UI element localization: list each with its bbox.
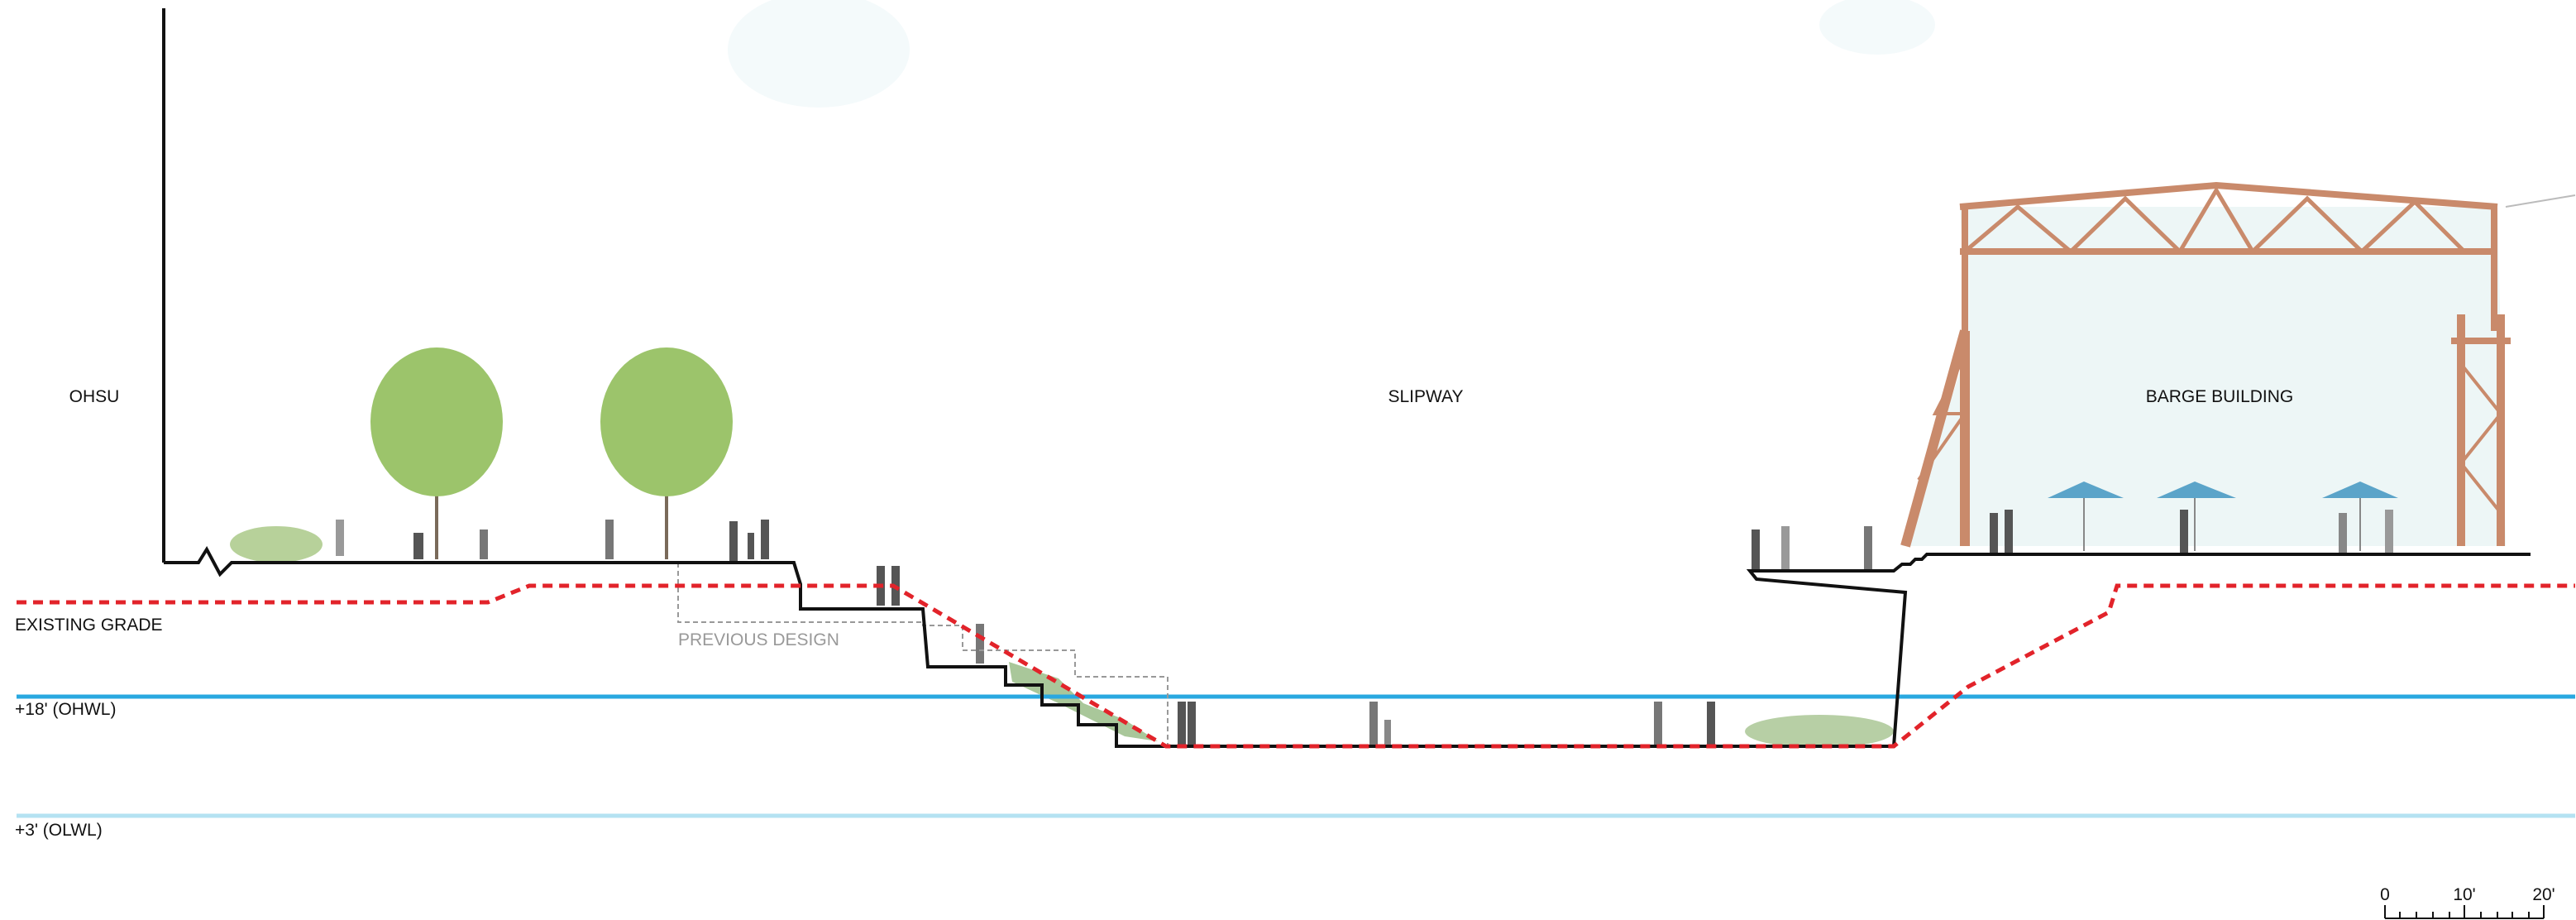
label: +18' (OHWL) xyxy=(15,700,116,719)
umbrella-poles xyxy=(2083,498,2361,551)
scale-label: 20' xyxy=(2532,885,2554,904)
scale-label: 10' xyxy=(2453,885,2475,904)
existing-grade-line xyxy=(17,583,2575,749)
label: EXISTING GRADE xyxy=(15,616,163,635)
sky xyxy=(728,0,910,108)
ground-profile xyxy=(164,546,2531,748)
sky xyxy=(1819,0,1935,55)
trees xyxy=(230,347,1894,748)
label: PREVIOUS DESIGN xyxy=(678,630,839,649)
scale-label: 0 xyxy=(2380,885,2390,904)
label: SLIPWAY xyxy=(1388,387,1463,406)
roof-edge xyxy=(2505,194,2576,208)
label: OHSU xyxy=(69,387,120,406)
previous-design-line xyxy=(677,563,1169,745)
truss xyxy=(1900,181,2511,548)
scale-bar xyxy=(2384,905,2545,919)
building-enclosure xyxy=(1902,207,2506,546)
label: +3' (OLWL) xyxy=(15,821,103,840)
label: BARGE BUILDING xyxy=(2146,387,2294,406)
umbrellas xyxy=(2048,482,2398,498)
